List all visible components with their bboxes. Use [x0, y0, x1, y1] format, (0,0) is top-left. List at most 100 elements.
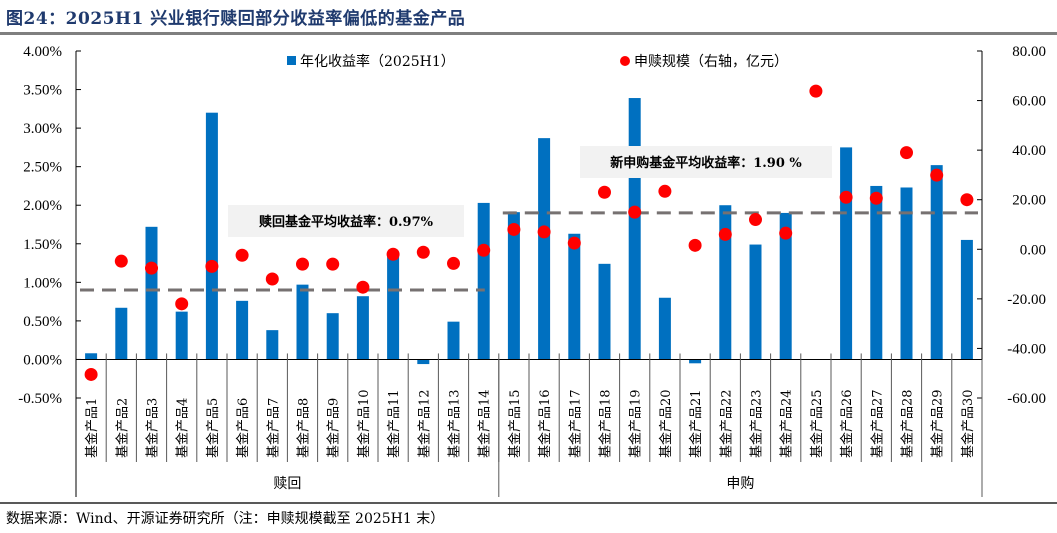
scatter-point: [809, 84, 823, 98]
bar-series: [85, 98, 973, 365]
scatter-point: [718, 227, 732, 241]
combo-chart: 4.00% 3.50% 3.00% 2.50% 2.00% 1.50% 1.00% 0.50%…: [18, 44, 1046, 497]
category-label: 基金产品30: [960, 389, 976, 458]
category-label: 基金产品6: [235, 398, 251, 458]
category-label: 基金产品19: [628, 389, 644, 458]
annotation-box: [580, 146, 832, 178]
category-label: 基金产品10: [356, 389, 372, 458]
bar: [356, 296, 369, 360]
annotation-box: [228, 205, 464, 237]
bar: [417, 359, 430, 365]
left-tick-label: 0.50%: [23, 314, 62, 330]
title-divider: [0, 32, 1057, 35]
bar: [145, 226, 158, 360]
bar: [689, 359, 702, 364]
left-tick-label: 3.00%: [23, 121, 62, 137]
bar: [900, 187, 913, 360]
scatter-point: [658, 184, 672, 198]
scatter-point: [628, 205, 642, 219]
category-label: 基金产品18: [598, 389, 614, 458]
bar: [205, 112, 218, 360]
category-label: 基金产品20: [658, 389, 674, 458]
category-label: 基金产品8: [296, 398, 312, 458]
left-axis: 4.00% 3.50% 3.00% 2.50% 2.00% 1.50% 1.00% 0.50%…: [18, 44, 81, 407]
scatter-point: [356, 280, 370, 294]
left-tick-label: 2.50%: [23, 160, 62, 176]
bar: [658, 297, 671, 360]
bar: [930, 165, 943, 360]
scatter-point: [477, 243, 491, 257]
category-label: 基金产品13: [447, 389, 463, 458]
scatter-point: [265, 272, 279, 286]
category-label: 基金产品9: [326, 398, 342, 458]
bar: [477, 202, 490, 360]
scatter-point: [839, 190, 853, 204]
category-label: 基金产品14: [477, 389, 493, 458]
legend-label: 年化收益率（2025H1）: [300, 53, 455, 70]
footer-divider: [0, 502, 1057, 504]
category-label: 基金产品1: [84, 398, 100, 458]
scatter-series: [84, 84, 974, 381]
scatter-point: [598, 185, 611, 199]
category-label: 基金产品25: [809, 389, 825, 458]
scatter-point: [447, 256, 460, 270]
bar: [296, 284, 309, 360]
bar: [749, 244, 762, 360]
reference-lines: [80, 211, 978, 292]
bar: [840, 147, 853, 360]
bar: [447, 321, 460, 360]
annotation-label: 赎回基金平均收益率：0.97%: [259, 214, 434, 230]
bar: [779, 212, 792, 360]
left-tick-label: 0.00%: [23, 352, 62, 368]
category-label: 基金产品29: [930, 389, 946, 458]
right-tick-label: 80.00: [1012, 44, 1046, 60]
category-label: 基金产品11: [386, 389, 402, 458]
bar: [568, 233, 581, 360]
right-tick-label: 20.00: [1012, 193, 1046, 209]
category-label: 基金产品23: [749, 389, 765, 458]
bar: [598, 263, 611, 360]
legend-label: 申赎规模（右轴，亿元）: [634, 53, 788, 70]
category-label: 基金产品4: [175, 398, 191, 458]
category-label: 基金产品17: [567, 389, 583, 458]
left-tick-label: 4.00%: [23, 44, 62, 60]
category-label: 基金产品2: [114, 398, 130, 458]
scatter-point: [145, 261, 158, 275]
scatter-point: [205, 259, 219, 273]
scatter-point: [567, 236, 581, 250]
category-label: 基金产品12: [416, 389, 432, 458]
bar: [719, 205, 732, 360]
category-label: 基金产品3: [145, 398, 161, 458]
category-axis: 基金产品1 基金产品2 基金产品3 基金产品4 基金产品5 基金产品6 基金产品7 基金产品8…: [75, 353, 983, 497]
scatter-point: [235, 248, 249, 262]
bar: [387, 253, 400, 360]
right-tick-label: 40.00: [1012, 143, 1046, 159]
category-label: 基金产品26: [839, 389, 855, 458]
annotation-label: 新申购基金平均收益率：1.90 %: [610, 155, 802, 171]
category-label: 基金产品22: [718, 389, 734, 458]
left-tick-label: 1.50%: [23, 237, 62, 253]
scatter-point: [930, 168, 944, 182]
scatter-point: [386, 247, 400, 261]
bar: [870, 185, 883, 360]
group-label: 申购: [726, 476, 754, 492]
category-label: 基金产品15: [507, 389, 523, 458]
category-label: 基金产品27: [869, 389, 885, 458]
scatter-point: [326, 257, 340, 271]
category-label: 基金产品21: [688, 389, 704, 458]
scatter-point: [175, 297, 189, 311]
scatter-point: [960, 193, 974, 207]
left-tick-label: 3.50%: [23, 83, 62, 99]
scatter-point: [114, 254, 128, 268]
legend-square-icon: [287, 56, 296, 65]
scatter-point: [869, 191, 883, 205]
right-tick-label: -40.00: [1007, 341, 1046, 357]
right-tick-label: 60.00: [1012, 94, 1046, 110]
bar: [628, 98, 641, 360]
right-tick-label: -20.00: [1007, 292, 1046, 308]
right-axis: 80.00 60.00 40.00 20.00 0.00 -20.00 -40.00 -60.…: [977, 44, 1046, 407]
source-note: 数据来源：Wind、开源证券研究所（注：申赎规模截至 2025H1 末）: [6, 511, 445, 527]
bar: [266, 330, 279, 360]
category-label: 基金产品7: [265, 398, 281, 458]
group-label: 赎回: [273, 475, 301, 492]
